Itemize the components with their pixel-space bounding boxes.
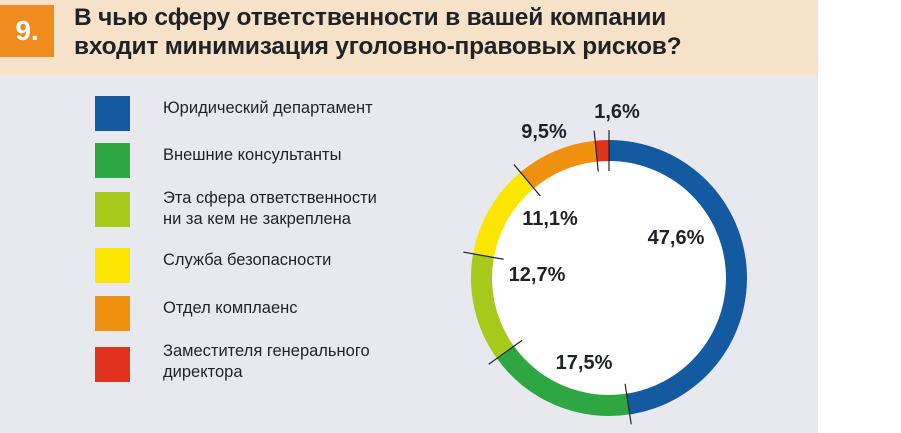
question-title: В чью сферу ответственности в вашей комп… [74,3,754,61]
donut-slice [520,140,598,189]
donut-slice [609,140,747,415]
legend-label: Служба безопасности [163,251,332,269]
donut-slice [595,140,609,162]
data-label: 11,1% [522,208,578,230]
legend-swatch [95,192,130,227]
question-title-line-2: входит минимизация уголовно-правовых рис… [74,33,682,60]
question-title-line-1: В чью сферу ответственности в вашей комп… [74,4,667,31]
data-label: 17,5% [556,352,613,374]
slice-separator [593,130,599,172]
legend-label: Внешние консультанты [163,146,342,164]
question-header: 9. В чью сферу ответственности в вашей к… [0,0,818,75]
question-number-badge: 9. [0,5,54,57]
legend-label: Юридический департамент [163,99,373,117]
legend-label: Отдел комплаенс [163,299,298,317]
legend-swatch [95,347,130,382]
data-label: 47,6% [648,227,705,249]
data-label: 1,6% [594,101,640,123]
slice-separator [488,339,523,365]
slice-separator [463,251,504,260]
legend-swatch [95,296,130,331]
legend-swatch [95,143,130,178]
slice-separator [624,383,632,425]
donut-slice [471,253,514,359]
legend-swatch [95,96,130,131]
data-label: 12,7% [509,264,566,286]
legend-swatch [95,248,130,283]
slice-separator [513,164,541,197]
donut-slice [473,172,534,258]
legend-label: Эта сфера ответственности ни за кем не з… [163,189,377,228]
data-label: 9,5% [521,121,567,143]
donut-center [492,161,726,395]
donut-slice [496,346,630,416]
legend-label: Заместителя генерального директора [163,342,370,381]
